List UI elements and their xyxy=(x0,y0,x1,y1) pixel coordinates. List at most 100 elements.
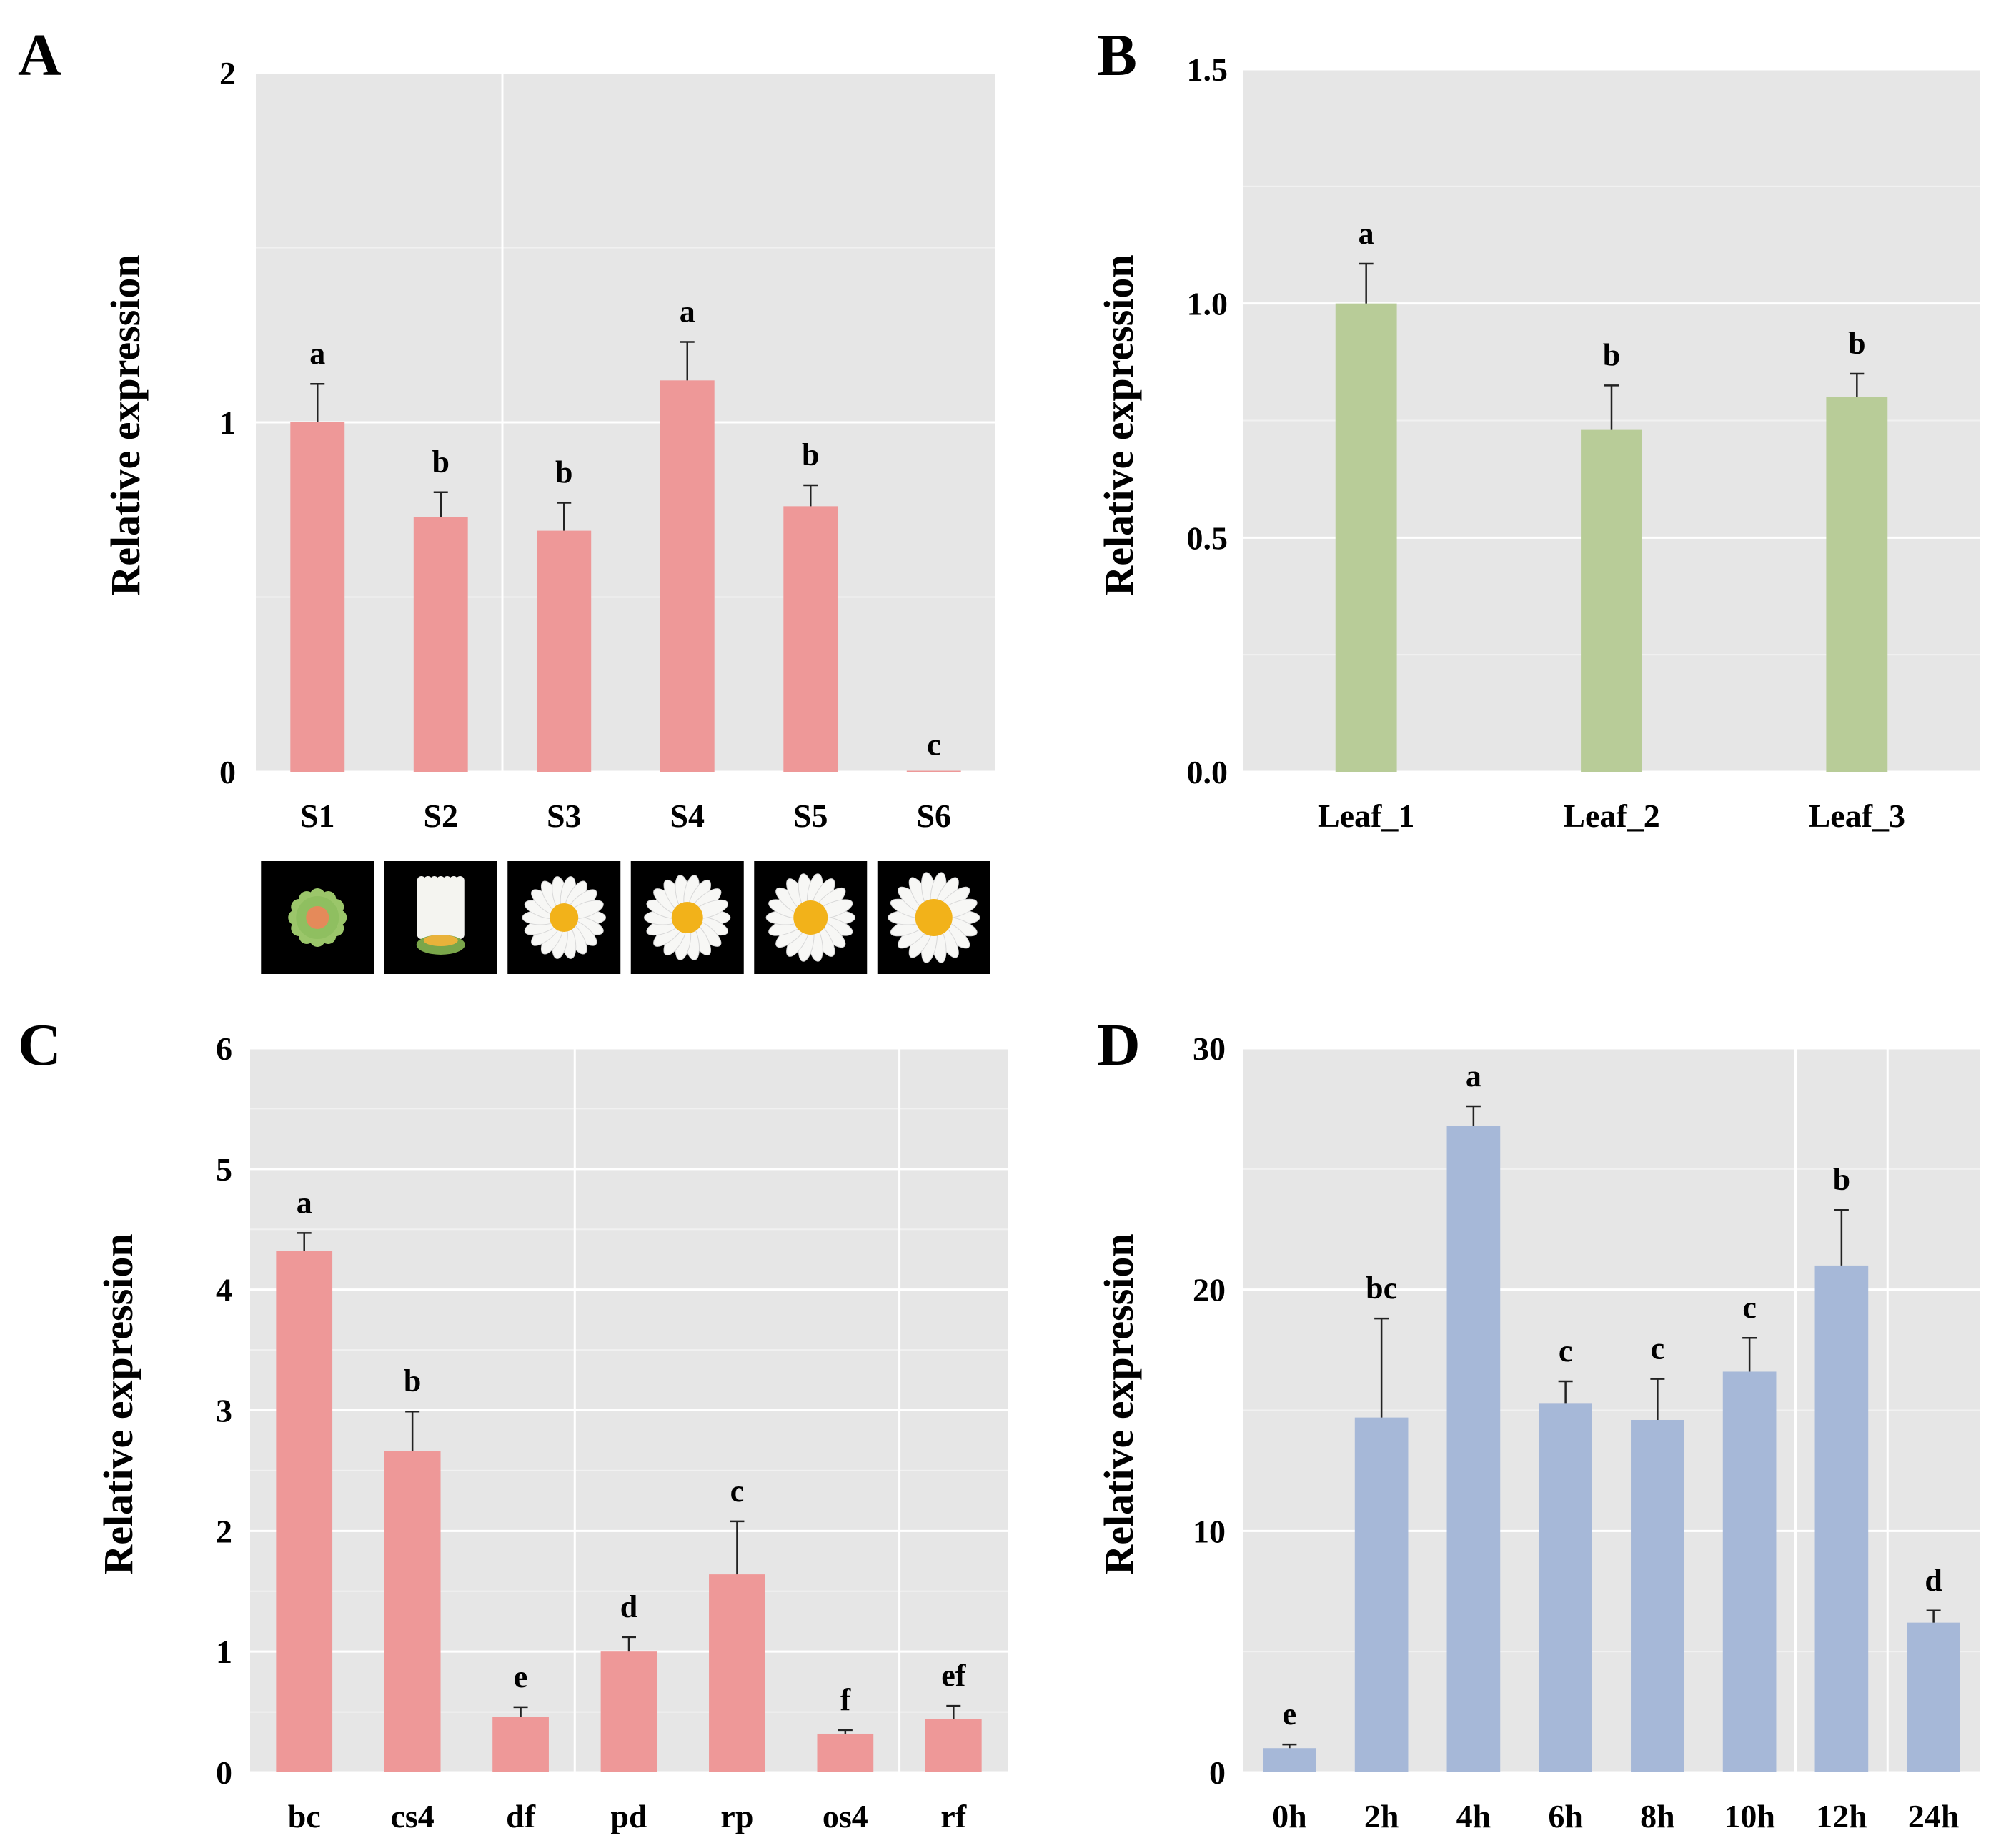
y-tick-label-c: 3 xyxy=(216,1393,232,1429)
significance-label-c: c xyxy=(730,1474,745,1509)
flower-photo xyxy=(754,861,868,974)
x-category-label-a: S4 xyxy=(670,798,705,834)
bar-c xyxy=(492,1717,549,1772)
y-tick-label-b: 1.5 xyxy=(1187,51,1228,88)
x-category-label-b: Leaf_3 xyxy=(1809,798,1905,834)
significance-label-d: c xyxy=(1651,1331,1665,1366)
y-tick-label-c: 1 xyxy=(216,1634,232,1670)
significance-label-b: a xyxy=(1359,216,1374,251)
significance-label-c: d xyxy=(620,1589,637,1624)
bar-a xyxy=(906,770,961,772)
significance-label-a: a xyxy=(309,336,325,371)
bar-d xyxy=(1907,1622,1960,1772)
significance-label-c: ef xyxy=(941,1658,967,1693)
bud-disc xyxy=(423,935,458,946)
x-category-label-c: rf xyxy=(940,1798,966,1834)
x-category-label-d: 24h xyxy=(1908,1798,1960,1834)
significance-label-d: c xyxy=(1559,1333,1573,1368)
significance-label-a: c xyxy=(927,727,941,762)
significance-label-b: b xyxy=(1603,337,1620,372)
x-category-label-b: Leaf_2 xyxy=(1563,798,1659,834)
flower-photo xyxy=(507,861,621,974)
x-category-label-a: S6 xyxy=(916,798,951,834)
y-axis-label-b: Relative expression xyxy=(1096,254,1142,595)
bar-c xyxy=(600,1651,657,1772)
x-category-label-d: 0h xyxy=(1272,1798,1307,1834)
bud-center xyxy=(306,906,329,929)
x-category-label-a: S3 xyxy=(547,798,582,834)
y-axis-label-c: Relative expression xyxy=(95,1233,141,1574)
bar-c xyxy=(925,1719,982,1772)
y-tick-label-a: 1 xyxy=(219,404,236,441)
flower-center xyxy=(671,902,703,933)
flower-photo xyxy=(630,861,744,974)
panel-letter-d: D xyxy=(1097,1012,1141,1078)
bar-c xyxy=(709,1574,765,1772)
bar-c xyxy=(817,1733,874,1772)
bar-b xyxy=(1826,397,1888,772)
y-tick-label-c: 2 xyxy=(216,1513,232,1549)
significance-label-c: b xyxy=(404,1363,421,1399)
x-category-label-d: 2h xyxy=(1364,1798,1399,1834)
x-category-label-a: S5 xyxy=(793,798,828,834)
significance-label-d: b xyxy=(1833,1162,1850,1197)
y-tick-label-a: 2 xyxy=(219,55,236,91)
y-tick-label-c: 4 xyxy=(216,1272,232,1308)
significance-label-a: b xyxy=(555,454,572,490)
x-category-label-d: 8h xyxy=(1640,1798,1675,1834)
bar-a xyxy=(290,422,345,772)
y-tick-label-c: 5 xyxy=(216,1151,232,1188)
bar-a xyxy=(783,506,838,772)
x-category-label-a: S1 xyxy=(300,798,335,834)
bar-c xyxy=(276,1251,333,1772)
x-category-label-b: Leaf_1 xyxy=(1318,798,1414,834)
flower-center xyxy=(793,900,828,935)
x-category-label-c: cs4 xyxy=(390,1798,434,1834)
x-category-label-d: 10h xyxy=(1724,1798,1775,1834)
bar-d xyxy=(1263,1748,1316,1772)
significance-label-d: a xyxy=(1466,1058,1481,1093)
x-category-label-d: 12h xyxy=(1816,1798,1867,1834)
y-tick-label-c: 6 xyxy=(216,1030,232,1067)
significance-label-c: e xyxy=(514,1659,528,1694)
x-category-label-d: 4h xyxy=(1456,1798,1491,1834)
y-tick-label-c: 0 xyxy=(216,1754,232,1791)
bar-b xyxy=(1335,303,1397,773)
x-category-label-c: pd xyxy=(610,1798,647,1834)
flower-photo xyxy=(877,861,990,974)
significance-label-a: b xyxy=(432,444,450,480)
panel-letter-b: B xyxy=(1097,22,1137,89)
y-tick-label-a: 0 xyxy=(219,754,236,790)
y-tick-label-d: 30 xyxy=(1193,1030,1226,1067)
significance-label-a: a xyxy=(680,294,695,329)
bar-d xyxy=(1722,1371,1777,1772)
y-tick-label-d: 20 xyxy=(1193,1272,1226,1308)
bar-b xyxy=(1581,429,1642,772)
x-category-label-c: bc xyxy=(288,1798,321,1834)
y-tick-label-d: 10 xyxy=(1193,1513,1226,1549)
panel-c: C Relative expression 0123456abcbcs4edfd… xyxy=(18,1012,1008,1834)
significance-label-d: d xyxy=(1925,1563,1942,1598)
y-tick-label-b: 0.0 xyxy=(1187,754,1228,790)
panel-letter-a: A xyxy=(18,22,61,89)
panel-a: A Relative expression 0 1 2 a S1 b S2 b S3 a S4 b S5… xyxy=(18,22,996,974)
significance-label-d: e xyxy=(1283,1697,1297,1732)
x-category-label-c: rp xyxy=(720,1798,753,1834)
petal-shape xyxy=(455,876,465,939)
y-tick-label-d: 0 xyxy=(1209,1754,1226,1791)
significance-label-a: b xyxy=(802,437,819,472)
bar-a xyxy=(537,530,592,772)
y-tick-label-b: 0.5 xyxy=(1187,520,1228,556)
bar-d xyxy=(1354,1417,1409,1772)
bar-d xyxy=(1814,1265,1869,1772)
panel-b: B Relative expression 0.0 0.5 1.0 1.5 a Leaf_… xyxy=(1096,22,1980,834)
x-category-label-c: df xyxy=(506,1798,536,1834)
y-axis-label-a: Relative expression xyxy=(102,254,149,595)
x-category-label-d: 6h xyxy=(1548,1798,1583,1834)
flower-center xyxy=(915,899,953,936)
bar-d xyxy=(1446,1126,1501,1772)
bar-c xyxy=(384,1451,441,1772)
significance-label-d: c xyxy=(1742,1290,1757,1325)
significance-label-c: f xyxy=(840,1682,852,1717)
panel-letter-c: C xyxy=(18,1012,61,1078)
